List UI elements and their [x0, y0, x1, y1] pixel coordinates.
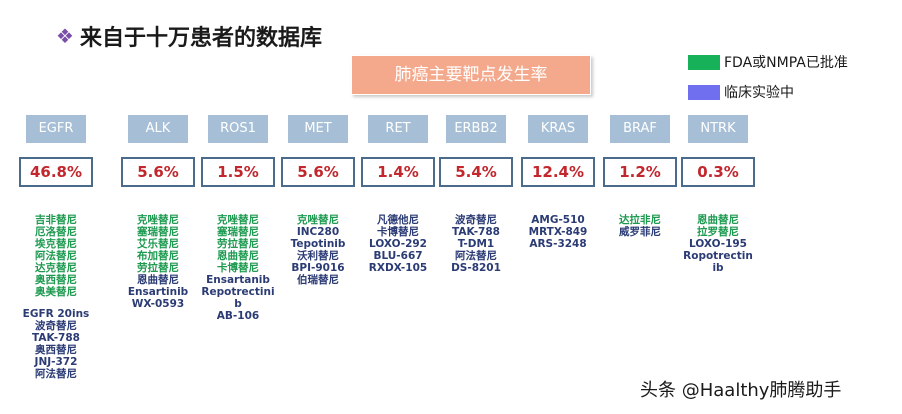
rate-box-met: 5.6% [281, 157, 355, 187]
drug-name-approved: 达克替尼 [35, 262, 77, 274]
drug-name-clinical: 沃利替尼 [297, 250, 339, 262]
drug-name-clinical: JNJ-372 [34, 356, 78, 368]
drug-list-erbb2: 波奇替尼 TAK-788 T-DM1 阿法替尼 DS-8201 [434, 214, 518, 274]
rate-box-alk: 5.6% [121, 157, 195, 187]
drug-name-clinical: 阿法替尼 [455, 250, 497, 262]
rate-box-ros1: 1.5% [201, 157, 275, 187]
drug-name-approved: 恩曲替尼 [697, 214, 739, 226]
gene-box-met: MET [288, 115, 348, 143]
drug-name-clinical: T-DM1 [457, 238, 495, 250]
legend-approved: FDA或NMPA已批准 [688, 52, 848, 72]
gene-box-egfr: EGFR [26, 115, 86, 143]
rate-box-kras: 12.4% [521, 157, 595, 187]
drug-name-clinical: 威罗菲尼 [619, 226, 661, 238]
drug-name-approved: 埃克替尼 [35, 238, 77, 250]
drug-list-ntrk: 恩曲替尼 拉罗替尼 LOXO-195 Ropotrectin ib [676, 214, 760, 274]
drug-name-approved: 克唑替尼 [137, 214, 179, 226]
drug-name-approved: 恩曲替尼 [217, 250, 259, 262]
drug-name-clinical: LOXO-292 [369, 238, 427, 250]
drug-name-approved: 劳拉替尼 [217, 238, 259, 250]
gene-box-erbb2: ERBB2 [446, 115, 506, 143]
drug-list-braf: 达拉非尼 威罗菲尼 [598, 214, 682, 238]
drug-name-clinical: 波奇替尼 [455, 214, 497, 226]
gene-box-kras: KRAS [528, 115, 588, 143]
drug-name-approved: 达拉非尼 [619, 214, 661, 226]
drug-name-clinical: 凡德他尼 [377, 214, 419, 226]
source-watermark: 头条 @Haalthy肺腾助手 [640, 380, 842, 401]
drug-name-approved: 塞瑞替尼 [217, 226, 259, 238]
drug-name-clinical: INC280 [296, 226, 340, 238]
drug-name-approved: 奥美替尼 [35, 286, 77, 298]
drug-list-egfr: 吉非替尼 厄洛替尼 埃克替尼 阿法替尼 达克替尼 奥西替尼 奥美替尼 EGFR 20ins 波奇… [14, 214, 98, 380]
drug-name-clinical: Repotrectini [201, 286, 275, 298]
drug-name-clinical: 阿法替尼 [35, 368, 77, 380]
rate-box-egfr: 46.8% [19, 157, 93, 187]
rate-box-erbb2: 5.4% [439, 157, 513, 187]
drug-name-clinical: RXDX-105 [368, 262, 428, 274]
drug-list-kras: AMG-510 MRTX-849 ARS-3248 [516, 214, 600, 250]
diamond-bullet-icon: ❖ [56, 24, 74, 48]
gene-box-ros1: ROS1 [208, 115, 268, 143]
rate-box-braf: 1.2% [603, 157, 677, 187]
central-topic-box: 肺癌主要靶点发生率 [351, 55, 591, 95]
gene-box-ntrk: NTRK [688, 115, 748, 143]
drug-name-clinical: TAK-788 [452, 226, 500, 238]
drug-name-approved: 奥西替尼 [35, 274, 77, 286]
legend-swatch-approved [688, 54, 720, 70]
drug-name-approved: 厄洛替尼 [35, 226, 77, 238]
gene-box-alk: ALK [128, 115, 188, 143]
drug-name-clinical: Ropotrectin [683, 250, 753, 262]
drug-name-clinical: ARS-3248 [529, 238, 587, 250]
drug-name-clinical: BPI-9016 [291, 262, 345, 274]
drug-name-clinical: ib [712, 262, 724, 274]
drug-name-approved: 阿法替尼 [35, 250, 77, 262]
drug-name-clinical: 卡博替尼 [377, 226, 419, 238]
drug-name-clinical: DS-8201 [451, 262, 501, 274]
legend-label-approved: FDA或NMPA已批准 [724, 55, 848, 71]
drug-name-clinical: BLU-667 [373, 250, 423, 262]
page-title: 来自于十万患者的数据库 [79, 26, 322, 51]
drug-name-clinical: TAK-788 [32, 332, 80, 344]
legend-label-clinical: 临床实验中 [724, 85, 794, 101]
drug-list-ret: 凡德他尼 卡博替尼 LOXO-292 BLU-667 RXDX-105 [356, 214, 440, 274]
drug-name-approved: 卡博替尼 [217, 262, 259, 274]
legend-clinical: 临床实验中 [688, 82, 794, 102]
drug-name-clinical: 伯瑞替尼 [297, 274, 339, 286]
gene-box-ret: RET [368, 115, 428, 143]
drug-name-approved: 拉罗替尼 [697, 226, 739, 238]
drug-name-approved: 艾乐替尼 [137, 238, 179, 250]
drug-list-ros1: 克唑替尼 塞瑞替尼 劳拉替尼 恩曲替尼 卡博替尼 Ensartanib Repotrecti… [196, 214, 280, 322]
drug-name-clinical: Tepotinib [290, 238, 346, 250]
drug-name-approved: 吉非替尼 [35, 214, 77, 226]
drug-name-approved: 克唑替尼 [217, 214, 259, 226]
drug-name-clinical: AB-106 [216, 310, 260, 322]
drug-list-spacer [14, 298, 98, 308]
drug-name-approved: 克唑替尼 [297, 214, 339, 226]
drug-list-alk: 克唑替尼 塞瑞替尼 艾乐替尼 布加替尼 劳拉替尼 恩曲替尼 Ensartinib WX-059… [116, 214, 200, 310]
drug-name-approved: 劳拉替尼 [137, 262, 179, 274]
drug-name-clinical: 恩曲替尼 [137, 274, 179, 286]
drug-name-clinical: 波奇替尼 [35, 320, 77, 332]
rate-box-ntrk: 0.3% [681, 157, 755, 187]
drug-name-approved: 布加替尼 [137, 250, 179, 262]
drug-name-clinical: MRTX-849 [528, 226, 588, 238]
gene-box-braf: BRAF [610, 115, 670, 143]
drug-name-approved: 塞瑞替尼 [137, 226, 179, 238]
drug-name-clinical: Ensartanib [206, 274, 270, 286]
drug-name-clinical: b [234, 298, 242, 310]
drug-name-clinical: EGFR 20ins [22, 308, 90, 320]
rate-box-ret: 1.4% [361, 157, 435, 187]
legend-swatch-clinical [688, 84, 720, 100]
page-title-group: ❖ 来自于十万患者的数据库 [56, 20, 322, 52]
drug-name-clinical: AMG-510 [531, 214, 585, 226]
drug-name-clinical: WX-0593 [131, 298, 185, 310]
drug-list-met: 克唑替尼 INC280 Tepotinib 沃利替尼 BPI-9016 伯瑞替尼 [276, 214, 360, 286]
drug-name-clinical: Ensartinib [127, 286, 189, 298]
drug-name-clinical: LOXO-195 [689, 238, 747, 250]
drug-name-clinical: 奥西替尼 [35, 344, 77, 356]
